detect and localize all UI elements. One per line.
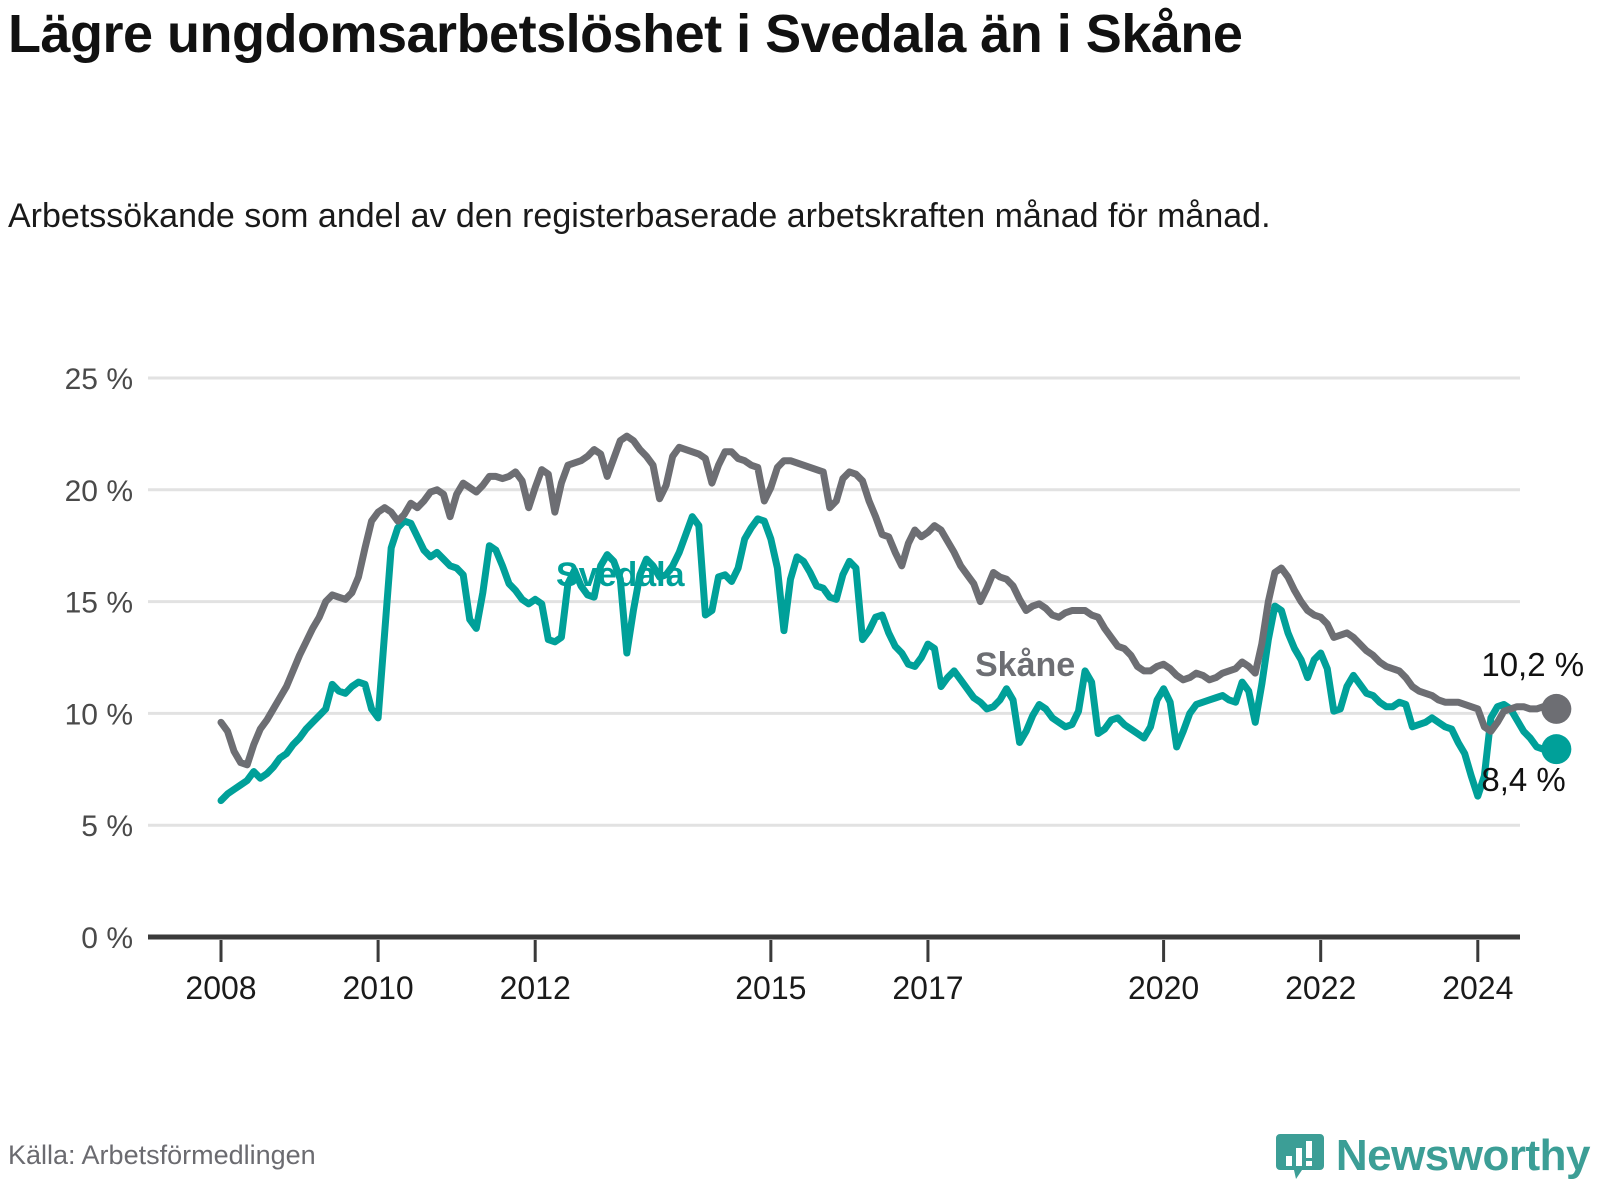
y-tick-label: 0 % [81,922,133,955]
series-line-skne [217,432,1560,769]
x-axis-ticks [219,940,1480,962]
logo-wordmark: Newsworthy [1335,1131,1591,1180]
x-tick-label: 2020 [1128,970,1199,1006]
x-tick-label: 2015 [735,970,806,1006]
x-axis-labels: 2008 2010 2012 2015 2017 2020 2022 2024 [185,970,1513,1006]
series-lines [217,432,1560,805]
y-axis-labels: 0 % 5 % 10 % 15 % 20 % 25 % [65,363,133,955]
y-tick-label: 10 % [65,698,133,731]
y-tick-label: 15 % [65,587,133,620]
x-tick-label: 2017 [892,970,963,1006]
x-tick-label: 2008 [185,970,256,1006]
series-endpoint-dots [1541,693,1572,765]
x-tick-label: 2022 [1285,970,1356,1006]
series-line-svedala [217,513,1560,805]
gridlines [148,376,1520,940]
x-tick-label: 2010 [343,970,414,1006]
annotation-skne: 10,2 % [1481,646,1584,683]
series-end-annotations: 10,2 % 8,4 % [1481,646,1584,798]
page-title: Lägre ungdomsarbetslöshet i Svedala än i… [8,4,1243,64]
bar-chart-speech-bubble-icon [1275,1134,1324,1179]
series-label-svedala: Svedala [556,556,686,594]
series-inline-labels: Svedala Skåne [556,556,1075,684]
y-tick-label: 25 % [65,363,133,396]
y-tick-label: 20 % [65,475,133,508]
annotation-svedala: 8,4 % [1481,761,1565,798]
y-tick-label: 5 % [81,810,133,843]
page-subtitle: Arbetssökande som andel av den registerb… [8,197,1271,235]
series-label-skne: Skåne [975,646,1075,684]
endpoint-dot-svedala [1541,734,1572,765]
newsworthy-logo: Newsworthy [1274,1128,1591,1184]
source-caption: Källa: Arbetsförmedlingen [8,1140,316,1170]
endpoint-dot-skne [1541,693,1572,724]
x-tick-label: 2012 [500,970,571,1006]
x-tick-label: 2024 [1442,970,1513,1006]
